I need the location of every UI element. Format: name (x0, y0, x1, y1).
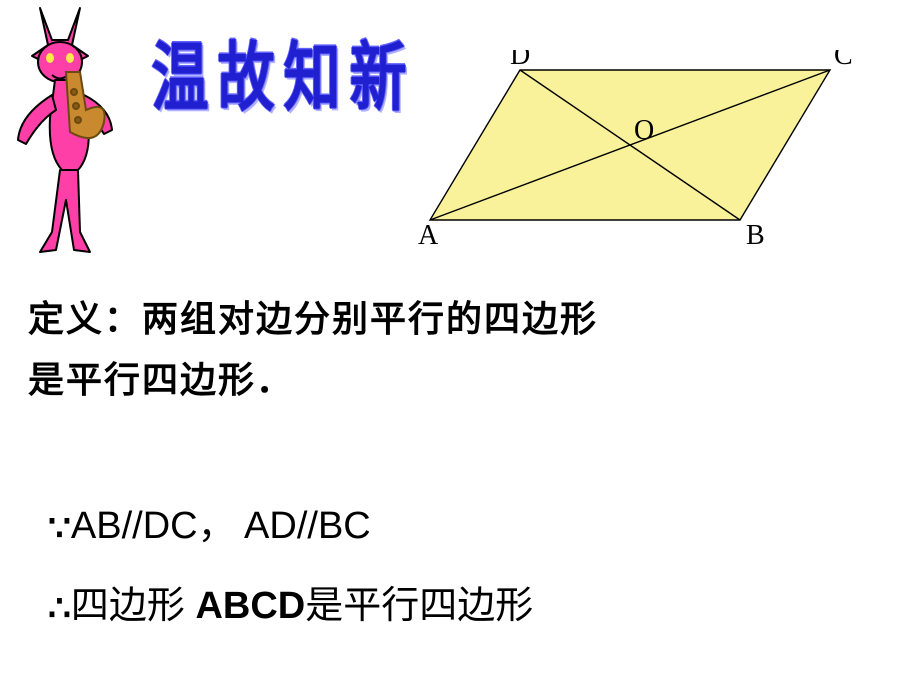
svg-text:D: D (510, 50, 530, 71)
definition-text: 定义：两组对边分别平行的四边形 是平行四边形． (28, 288, 598, 410)
definition-line2: 是平行四边形． (28, 349, 598, 410)
therefore-symbol: ∴ (48, 574, 71, 642)
title-char-2: 故 (218, 17, 277, 126)
proof-line-because: ∵AB//DC， AD//BC (48, 490, 533, 562)
title-char-1: 温 (152, 17, 211, 126)
header-row: 温 故 知 新 A B C D O (0, 0, 920, 260)
proof-premise: AB//DC， AD//BC (71, 505, 371, 547)
proof-conclusion-prefix: 四边形 (71, 585, 196, 627)
geometry-svg: A B C D O (400, 50, 870, 250)
proof-line-therefore: ∴四边形 ABCD是平行四边形 (48, 570, 533, 642)
svg-text:C: C (834, 50, 853, 71)
parallelogram-diagram: A B C D O (400, 50, 870, 250)
svg-text:O: O (634, 115, 654, 146)
because-symbol: ∵ (48, 494, 71, 562)
definition-line1: 定义：两组对边分别平行的四边形 (28, 288, 598, 349)
proof-conclusion-suffix: 是平行四边形 (305, 585, 533, 627)
svg-text:B: B (746, 220, 765, 250)
svg-text:A: A (418, 220, 439, 250)
title-wordart: 温 故 知 新 (150, 28, 410, 115)
proof-block: ∵AB//DC， AD//BC ∴四边形 ABCD是平行四边形 (48, 490, 533, 650)
title-char-3: 知 (284, 17, 343, 126)
decorative-cartoon (0, 0, 160, 260)
proof-conclusion-math: ABCD (195, 585, 305, 627)
